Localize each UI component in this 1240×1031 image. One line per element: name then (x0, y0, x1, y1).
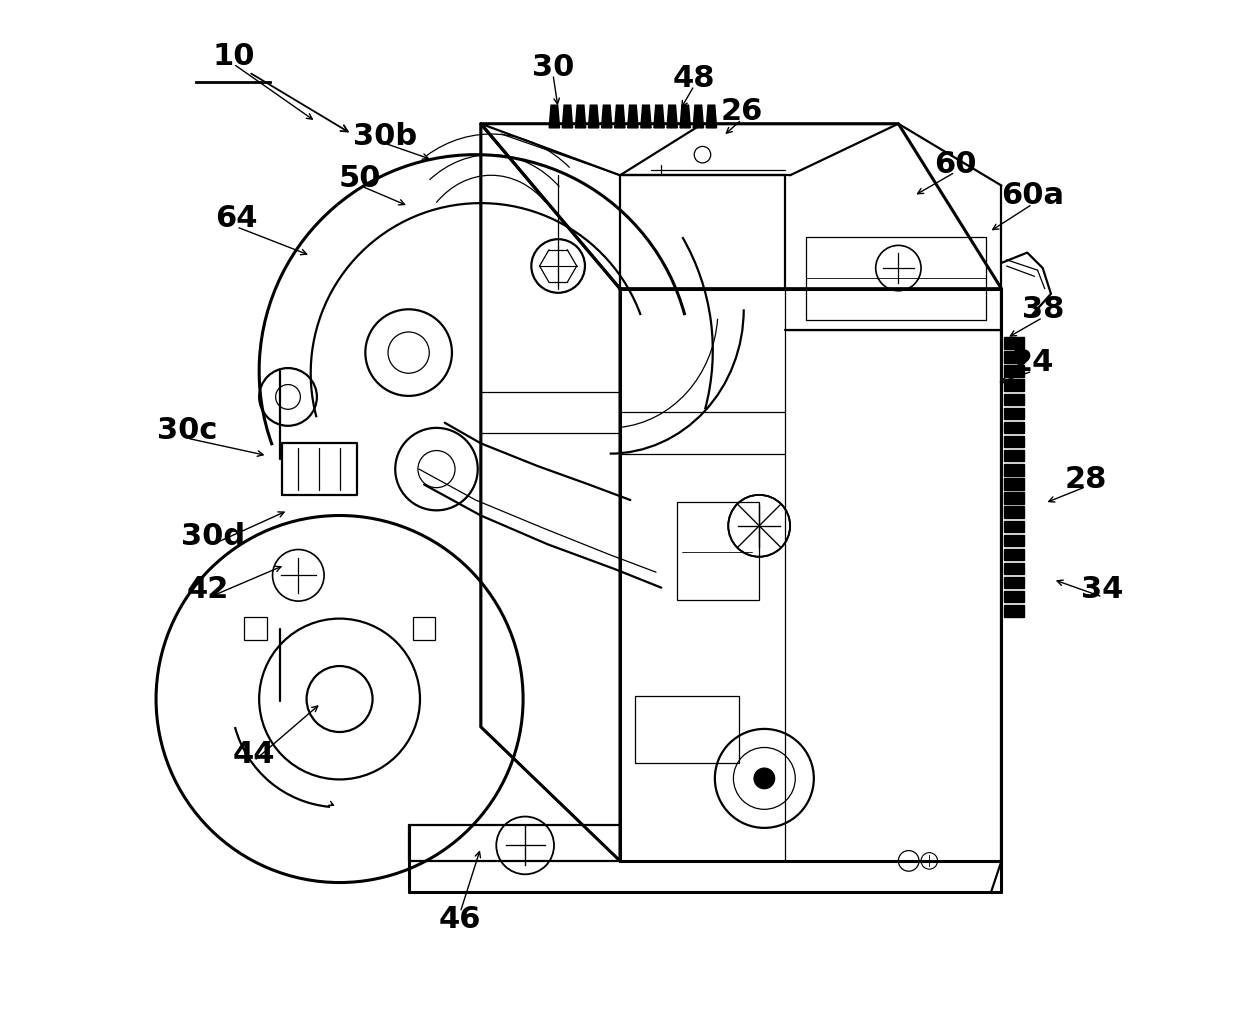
Polygon shape (1003, 548, 1024, 560)
Polygon shape (641, 105, 651, 128)
Text: 30: 30 (532, 53, 574, 81)
Circle shape (754, 768, 775, 789)
Polygon shape (667, 105, 677, 128)
Text: 60: 60 (934, 151, 976, 179)
Text: 50: 50 (339, 164, 382, 193)
Text: 30b: 30b (353, 122, 417, 151)
Text: 48: 48 (673, 64, 715, 93)
Polygon shape (1003, 493, 1024, 504)
Polygon shape (1003, 478, 1024, 490)
Polygon shape (627, 105, 639, 128)
Text: 60a: 60a (1001, 181, 1064, 210)
Text: 28: 28 (1065, 465, 1107, 494)
Polygon shape (1003, 422, 1024, 433)
Polygon shape (1003, 577, 1024, 589)
Polygon shape (1003, 563, 1024, 574)
Polygon shape (1003, 337, 1024, 348)
Polygon shape (575, 105, 585, 128)
Polygon shape (1003, 379, 1024, 391)
Polygon shape (1003, 407, 1024, 419)
Polygon shape (1003, 352, 1024, 363)
Polygon shape (549, 105, 559, 128)
Polygon shape (562, 105, 573, 128)
Polygon shape (615, 105, 625, 128)
Polygon shape (680, 105, 691, 128)
Bar (413, 617, 435, 639)
Polygon shape (707, 105, 717, 128)
Text: 64: 64 (216, 204, 258, 233)
Polygon shape (1003, 365, 1024, 376)
Text: 38: 38 (1022, 295, 1064, 324)
Text: 10: 10 (212, 42, 254, 71)
Polygon shape (1003, 506, 1024, 518)
Polygon shape (1003, 464, 1024, 475)
Bar (635, 696, 739, 763)
Polygon shape (601, 105, 611, 128)
Bar (677, 502, 759, 600)
Polygon shape (1003, 450, 1024, 462)
Polygon shape (1003, 591, 1024, 602)
Polygon shape (589, 105, 599, 128)
Polygon shape (1003, 394, 1024, 405)
Text: 42: 42 (186, 575, 229, 604)
Text: 24: 24 (1011, 348, 1054, 377)
Text: 44: 44 (233, 740, 275, 769)
Text: 46: 46 (439, 905, 481, 934)
Polygon shape (1003, 436, 1024, 447)
Polygon shape (1003, 521, 1024, 532)
Text: 34: 34 (1081, 575, 1123, 604)
Polygon shape (1003, 605, 1024, 617)
Text: 30c: 30c (156, 417, 217, 445)
Bar (244, 617, 267, 639)
Text: 26: 26 (720, 97, 763, 126)
Text: 30d: 30d (181, 522, 244, 551)
Polygon shape (693, 105, 703, 128)
Polygon shape (653, 105, 665, 128)
Polygon shape (1003, 535, 1024, 546)
